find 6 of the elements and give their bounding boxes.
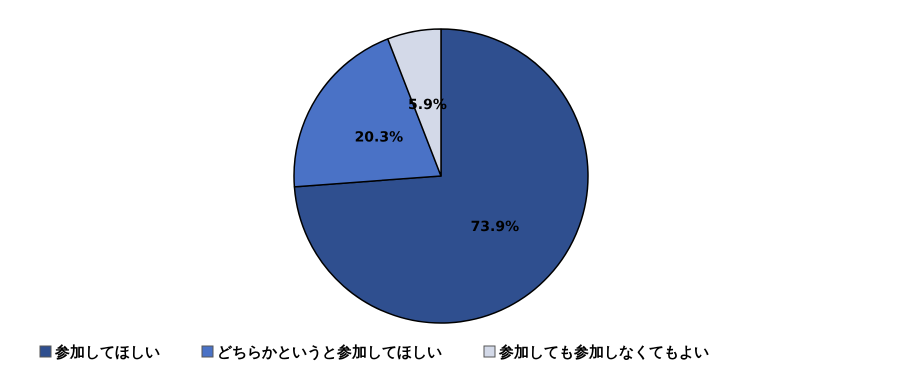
legend-label: 参加しても参加しなくてもよい: [498, 343, 709, 361]
data-label: 20.3%: [354, 130, 404, 146]
legend-label: 参加してほしい: [54, 343, 160, 361]
data-label: 73.9%: [470, 219, 520, 236]
pie-slice: [294, 28, 589, 324]
legend-label: どちらかというと参加してほしい: [217, 343, 442, 361]
